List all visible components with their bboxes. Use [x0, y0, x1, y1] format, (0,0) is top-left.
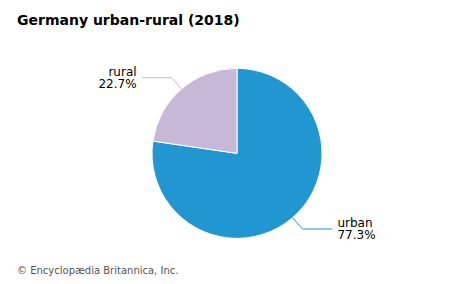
svg-text:22.7%: 22.7%	[98, 77, 136, 91]
svg-text:urban: urban	[337, 216, 373, 230]
svg-text:© Encyclopædia Britannica, Inc: © Encyclopædia Britannica, Inc.	[17, 265, 178, 276]
svg-text:Germany urban-rural (2018): Germany urban-rural (2018)	[17, 12, 240, 28]
svg-text:77.3%: 77.3%	[337, 228, 375, 242]
svg-text:rural: rural	[108, 64, 137, 79]
